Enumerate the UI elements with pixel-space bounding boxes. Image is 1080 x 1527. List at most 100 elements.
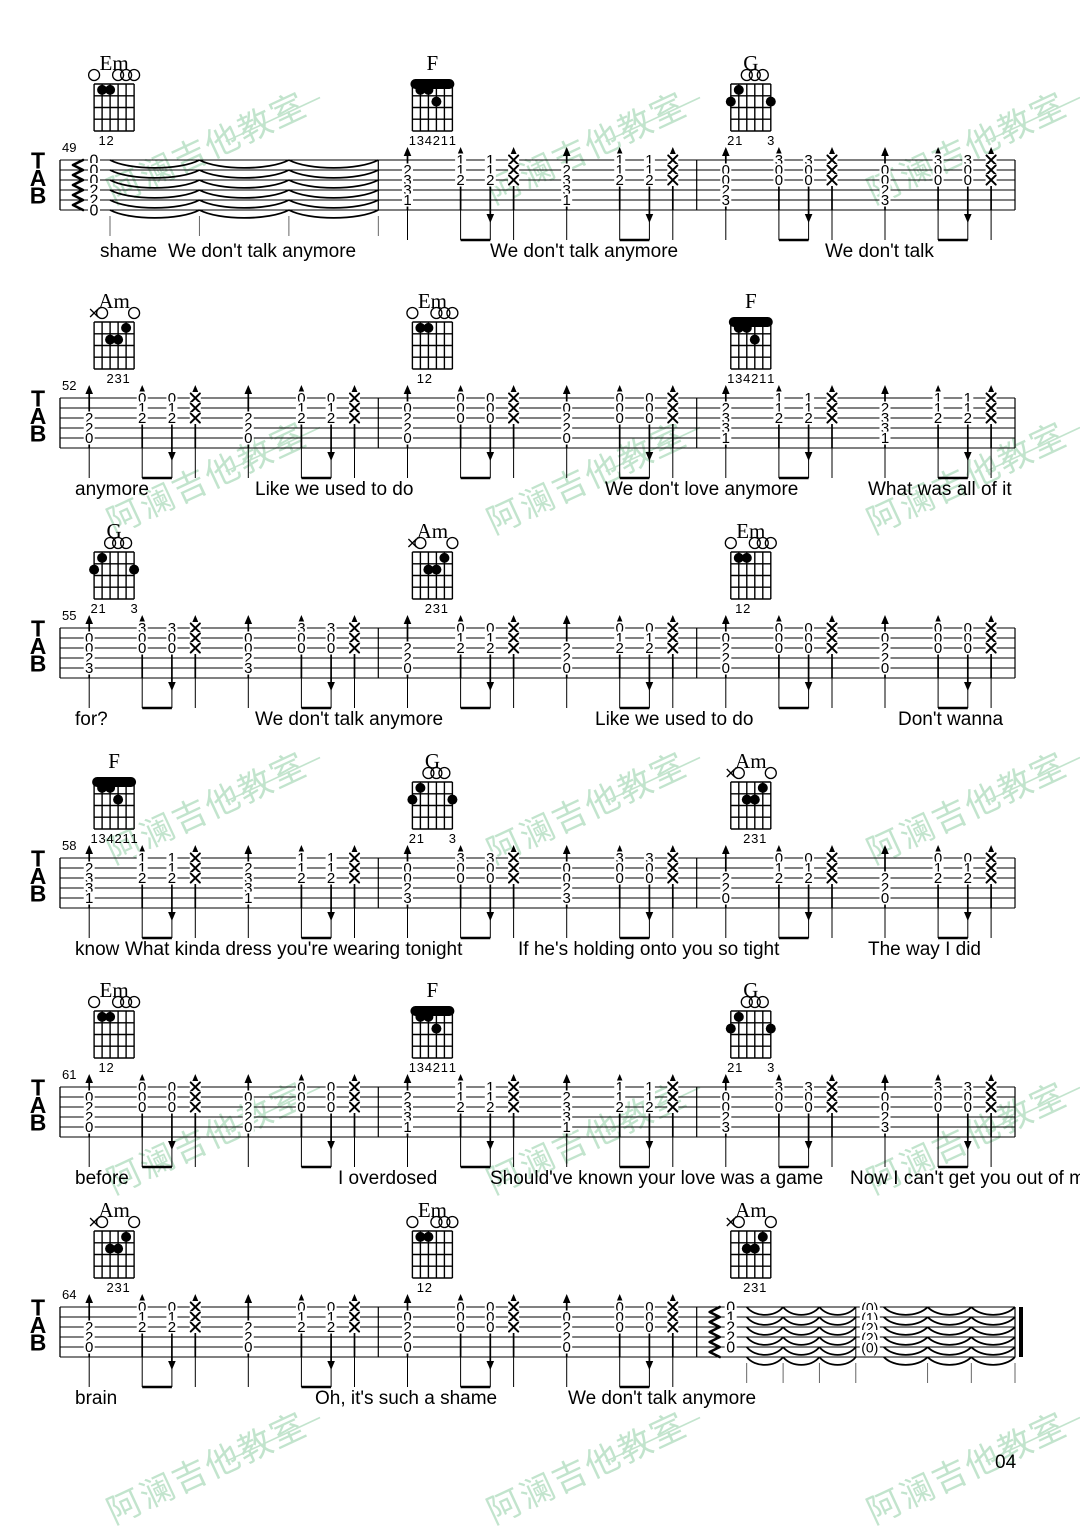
svg-text:1: 1 bbox=[417, 1280, 424, 1295]
svg-text:2: 2 bbox=[106, 1280, 113, 1295]
svg-text:3: 3 bbox=[244, 660, 252, 677]
svg-text:If he's holding onto you so ti: If he's holding onto you so tight bbox=[518, 939, 780, 960]
svg-text:4: 4 bbox=[743, 371, 750, 386]
svg-text:2: 2 bbox=[327, 1319, 335, 1336]
svg-text:2: 2 bbox=[616, 172, 624, 189]
svg-text:0: 0 bbox=[563, 430, 571, 447]
svg-text:2: 2 bbox=[433, 133, 440, 148]
svg-text:Should've known your love was: Should've known your love was a game bbox=[490, 1168, 823, 1189]
svg-text:2: 2 bbox=[645, 1099, 653, 1116]
svg-text:F: F bbox=[427, 51, 439, 75]
svg-text:2: 2 bbox=[425, 601, 432, 616]
svg-text:We don't talk anymore: We don't talk anymore bbox=[490, 241, 678, 262]
svg-text:2: 2 bbox=[727, 1060, 734, 1075]
svg-text:1: 1 bbox=[449, 1060, 456, 1075]
svg-text:brain: brain bbox=[75, 1388, 117, 1409]
svg-text:anymore: anymore bbox=[75, 479, 149, 500]
svg-text:2: 2 bbox=[486, 1099, 494, 1116]
svg-text:1: 1 bbox=[727, 371, 734, 386]
svg-text:F: F bbox=[108, 749, 120, 773]
svg-text:B: B bbox=[30, 421, 47, 447]
svg-text:shame: shame bbox=[100, 241, 157, 262]
svg-text:1: 1 bbox=[409, 1060, 416, 1075]
svg-text:3: 3 bbox=[449, 831, 456, 846]
svg-text:2: 2 bbox=[645, 172, 653, 189]
svg-text:1: 1 bbox=[244, 890, 252, 907]
svg-text:2: 2 bbox=[616, 640, 624, 657]
svg-text:0: 0 bbox=[726, 1340, 735, 1357]
svg-text:3: 3 bbox=[722, 1119, 730, 1136]
svg-text:52: 52 bbox=[62, 378, 76, 393]
svg-text:2: 2 bbox=[138, 410, 146, 427]
svg-text:We don't talk: We don't talk bbox=[825, 241, 934, 262]
svg-text:0: 0 bbox=[645, 410, 653, 427]
svg-text:0: 0 bbox=[964, 640, 972, 657]
svg-text:1: 1 bbox=[122, 831, 129, 846]
svg-text:3: 3 bbox=[722, 192, 730, 209]
svg-text:0: 0 bbox=[456, 870, 464, 887]
svg-text:0: 0 bbox=[934, 640, 942, 657]
svg-text:1: 1 bbox=[98, 133, 105, 148]
svg-text:2: 2 bbox=[297, 870, 305, 887]
svg-text:0: 0 bbox=[244, 1339, 252, 1356]
svg-text:2: 2 bbox=[964, 870, 972, 887]
svg-text:0: 0 bbox=[403, 660, 411, 677]
svg-text:0: 0 bbox=[85, 1339, 93, 1356]
svg-text:2: 2 bbox=[804, 870, 812, 887]
svg-text:Like we used to do: Like we used to do bbox=[255, 479, 413, 500]
svg-text:1: 1 bbox=[417, 831, 424, 846]
svg-text:2: 2 bbox=[297, 410, 305, 427]
svg-text:Am: Am bbox=[735, 1198, 767, 1222]
svg-text:Am: Am bbox=[98, 289, 130, 313]
svg-text:2: 2 bbox=[727, 133, 734, 148]
svg-text:2: 2 bbox=[751, 371, 758, 386]
svg-text:2: 2 bbox=[114, 831, 121, 846]
svg-text:0: 0 bbox=[138, 640, 146, 657]
svg-text:1: 1 bbox=[98, 601, 105, 616]
svg-text:F: F bbox=[745, 289, 757, 313]
svg-text:55: 55 bbox=[62, 608, 76, 623]
svg-text:0: 0 bbox=[616, 1319, 624, 1336]
svg-text:3: 3 bbox=[130, 601, 137, 616]
svg-text:0: 0 bbox=[486, 870, 494, 887]
svg-text:0: 0 bbox=[775, 1099, 783, 1116]
svg-text:0: 0 bbox=[403, 1339, 411, 1356]
svg-text:0: 0 bbox=[616, 410, 624, 427]
svg-text:Am: Am bbox=[98, 1198, 130, 1222]
svg-text:0: 0 bbox=[934, 1099, 942, 1116]
svg-text:3: 3 bbox=[767, 133, 774, 148]
svg-text:1: 1 bbox=[722, 430, 730, 447]
svg-text:Don't wanna: Don't wanna bbox=[898, 709, 1003, 730]
svg-text:0: 0 bbox=[90, 203, 99, 220]
svg-text:61: 61 bbox=[62, 1067, 76, 1082]
svg-text:3: 3 bbox=[114, 371, 121, 386]
svg-text:1: 1 bbox=[881, 430, 889, 447]
svg-text:0: 0 bbox=[804, 172, 812, 189]
svg-text:(0): (0) bbox=[861, 1340, 878, 1356]
svg-text:3: 3 bbox=[85, 660, 93, 677]
svg-text:2: 2 bbox=[138, 870, 146, 887]
svg-text:1: 1 bbox=[767, 371, 774, 386]
svg-text:2: 2 bbox=[168, 870, 176, 887]
svg-text:1: 1 bbox=[98, 1060, 105, 1075]
svg-text:B: B bbox=[30, 881, 47, 907]
svg-text:0: 0 bbox=[486, 410, 494, 427]
svg-text:1: 1 bbox=[130, 831, 137, 846]
svg-text:3: 3 bbox=[751, 1280, 758, 1295]
svg-text:0: 0 bbox=[722, 890, 730, 907]
svg-text:1: 1 bbox=[563, 1119, 571, 1136]
svg-text:I overdosed: I overdosed bbox=[338, 1168, 437, 1189]
svg-text:0: 0 bbox=[244, 430, 252, 447]
svg-text:0: 0 bbox=[327, 1099, 335, 1116]
svg-text:1: 1 bbox=[759, 1280, 766, 1295]
svg-text:1: 1 bbox=[403, 192, 411, 209]
svg-text:1: 1 bbox=[85, 890, 93, 907]
svg-text:0: 0 bbox=[964, 172, 972, 189]
svg-text:0: 0 bbox=[722, 660, 730, 677]
svg-text:0: 0 bbox=[168, 1099, 176, 1116]
svg-text:0: 0 bbox=[297, 640, 305, 657]
svg-text:3: 3 bbox=[403, 890, 411, 907]
svg-text:0: 0 bbox=[138, 1099, 146, 1116]
svg-text:2: 2 bbox=[743, 601, 750, 616]
svg-text:0: 0 bbox=[804, 640, 812, 657]
